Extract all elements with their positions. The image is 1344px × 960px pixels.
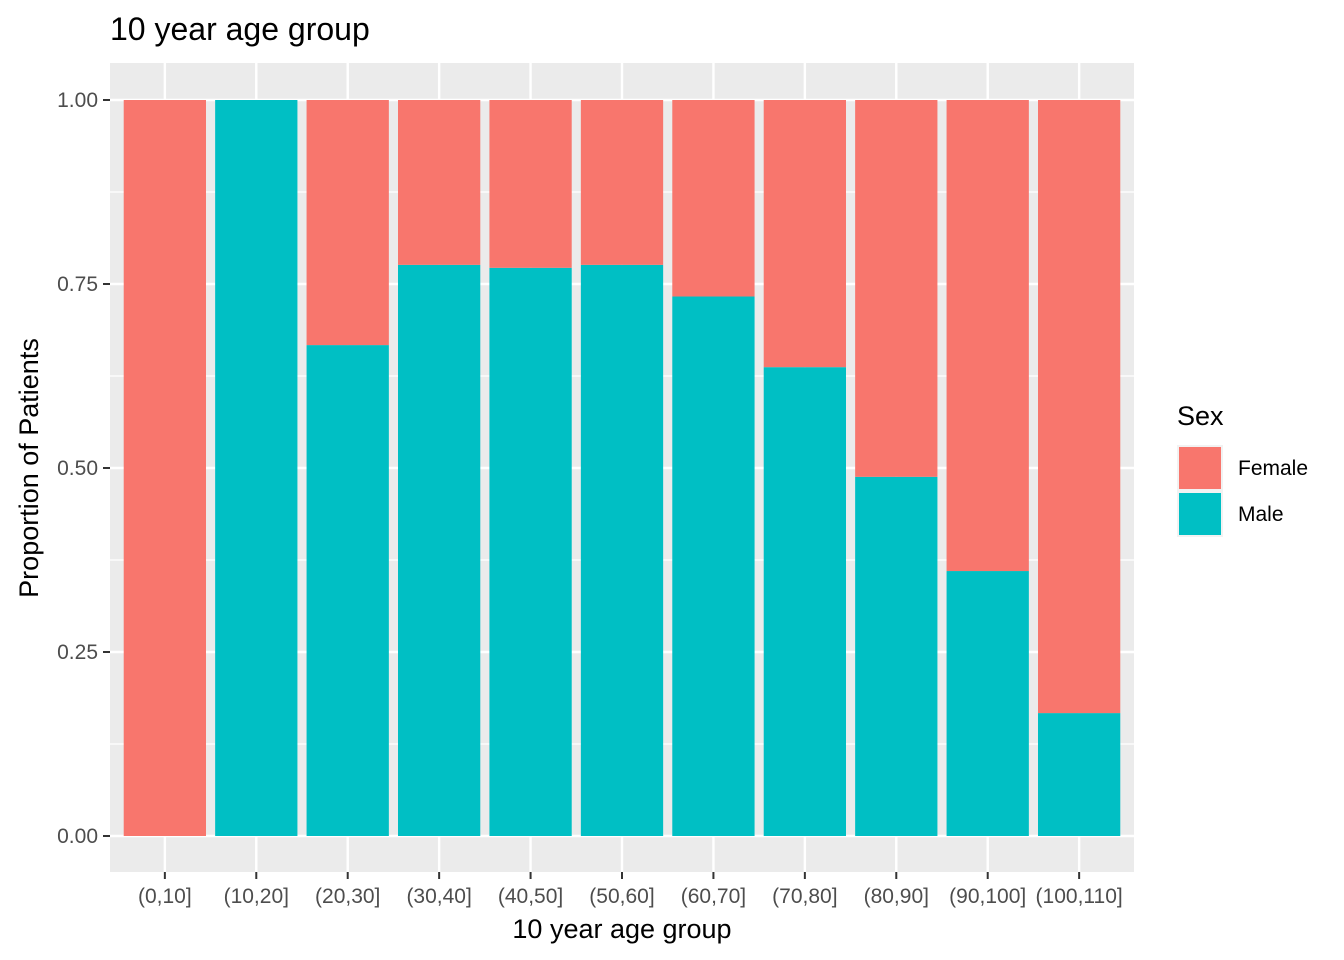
legend: Sex Female Male <box>1177 401 1308 537</box>
bar-male <box>672 296 755 837</box>
x-tick-label: (60,70] <box>681 885 746 908</box>
x-tick-label: (70,80] <box>772 885 837 908</box>
legend-title: Sex <box>1177 401 1224 431</box>
bar-female <box>855 100 938 477</box>
bar-female <box>1038 100 1121 714</box>
x-tick-label: (20,30] <box>315 885 380 908</box>
y-tick-label: 1.00 <box>57 89 98 112</box>
y-axis: 0.00 0.25 0.50 0.75 1.00 <box>57 89 110 848</box>
bar-male <box>580 264 664 836</box>
legend-swatch-female <box>1179 447 1221 489</box>
x-axis: (0,10] (10,20] (20,30] (30,40] (40,50] (50,60… <box>138 872 1123 908</box>
legend-label-female: Female <box>1238 457 1308 480</box>
bar-female <box>946 100 1029 572</box>
bar-female <box>489 100 572 268</box>
bar-male <box>1038 713 1121 836</box>
x-axis-title: 10 year age group <box>512 914 731 944</box>
legend-items: Female Male <box>1177 445 1308 537</box>
y-tick-label: 0.25 <box>57 641 98 664</box>
bar-male <box>855 476 938 836</box>
x-tick-label: (10,20] <box>224 885 289 908</box>
bar-female <box>123 100 206 836</box>
bar-female <box>398 100 481 265</box>
x-tick-label: (50,60] <box>589 885 654 908</box>
legend-label-male: Male <box>1238 503 1284 526</box>
chart-title: 10 year age group <box>110 11 370 47</box>
bar-male <box>306 345 389 836</box>
bar-female <box>306 100 389 346</box>
x-tick-label: (100,110] <box>1036 885 1123 908</box>
bar-male <box>398 264 481 836</box>
x-tick-label: (0,10] <box>138 885 192 908</box>
bar-female <box>672 100 755 297</box>
x-tick-label: (30,40] <box>406 885 471 908</box>
bar-male <box>946 571 1029 836</box>
bar-male <box>215 100 298 836</box>
bars <box>123 100 1121 837</box>
bar-male <box>763 367 846 836</box>
y-tick-label: 0.75 <box>57 273 98 296</box>
bar-female <box>763 100 846 368</box>
x-tick-label: (40,50] <box>498 885 563 908</box>
x-tick-label: (80,90] <box>864 885 929 908</box>
y-tick-label: 0.50 <box>57 457 98 480</box>
bar-female <box>580 100 664 265</box>
y-tick-label: 0.00 <box>57 825 98 848</box>
bar-male <box>489 267 572 837</box>
y-axis-title: Proportion of Patients <box>14 338 44 598</box>
x-tick-label: (90,100] <box>949 885 1026 908</box>
legend-swatch-male <box>1179 493 1221 535</box>
